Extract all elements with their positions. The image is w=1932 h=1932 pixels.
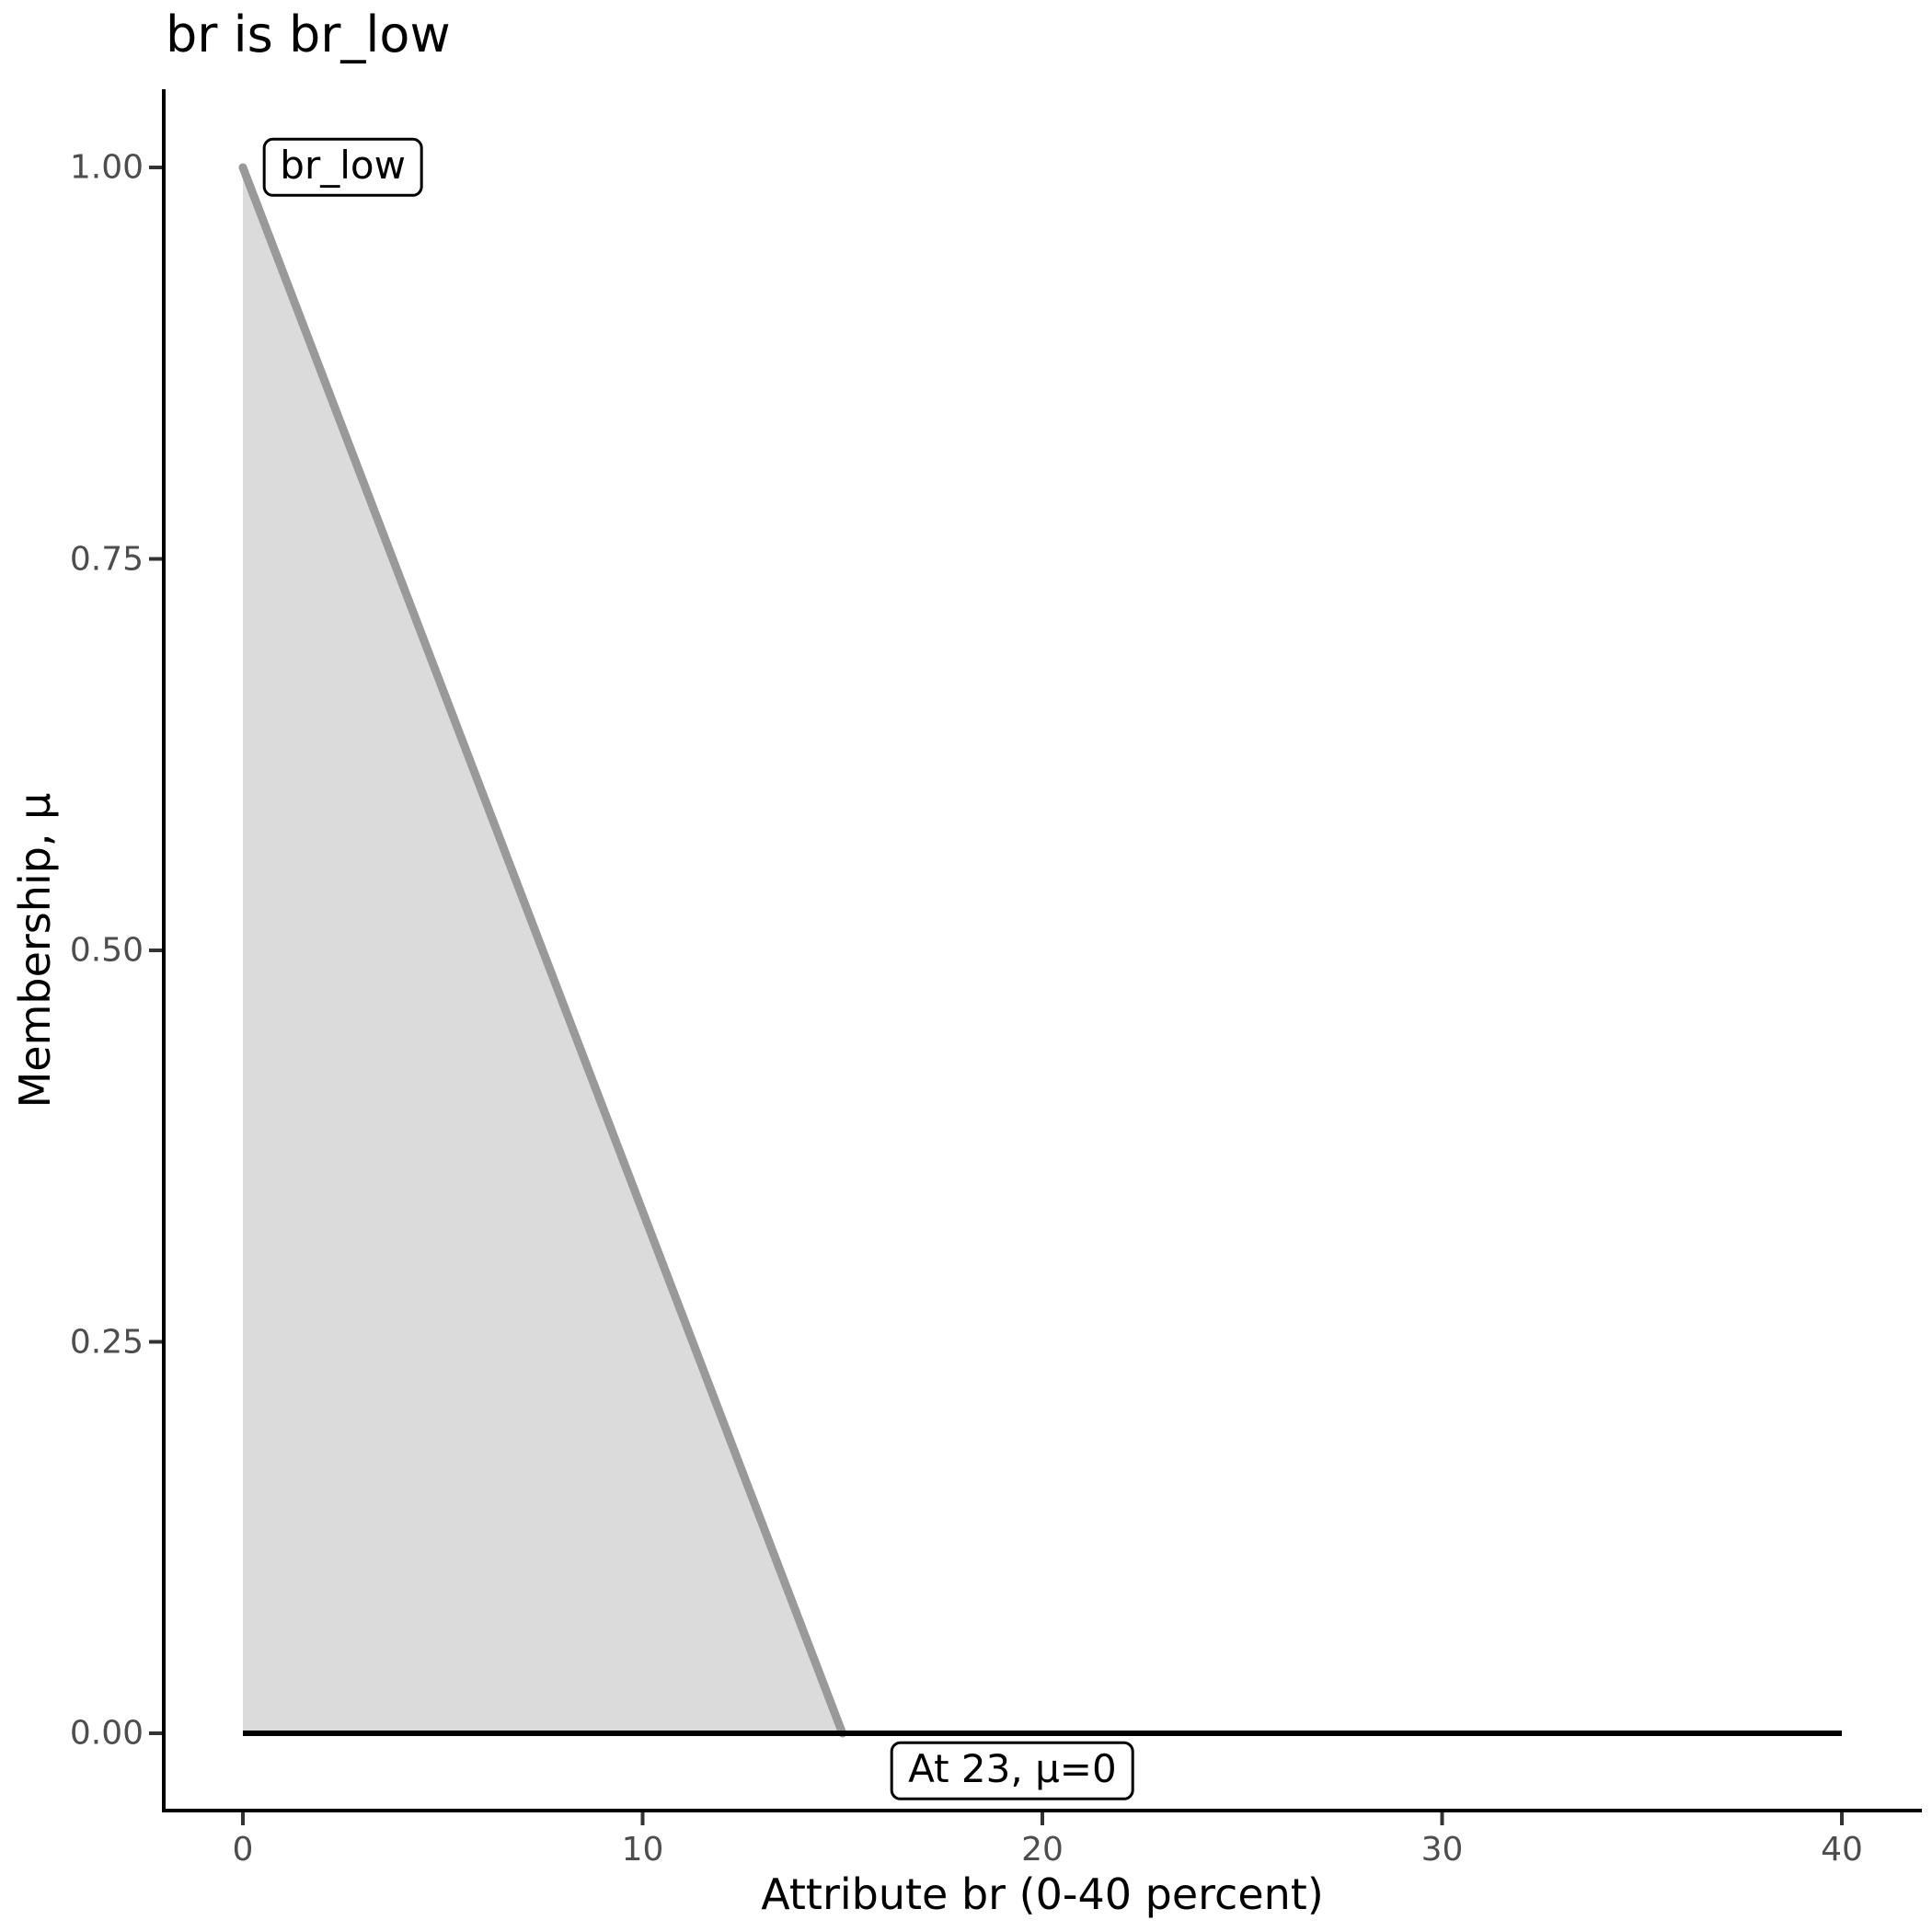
y-tick-label: 0.75 [69,540,144,578]
x-tick-label: 40 [1821,1831,1863,1869]
chart-title: br is br_low [166,6,451,63]
x-tick-label: 10 [621,1831,664,1869]
annotation-label-at-23: At 23, μ=0 [891,1741,1134,1801]
x-tick-label: 0 [232,1831,254,1869]
y-tick-label: 0.00 [69,1714,144,1753]
y-tick-label: 0.50 [69,931,144,970]
membership-line [238,163,847,1738]
y-tick-label: 1.00 [69,148,144,187]
x-tick-label: 30 [1420,1831,1464,1869]
x-tick-label: 20 [1021,1831,1064,1869]
x-axis-title: Attribute br (0-40 percent) [761,1869,1324,1919]
y-tick-label: 0.25 [69,1323,144,1361]
annotation-label-br-low: br_low [262,137,423,198]
